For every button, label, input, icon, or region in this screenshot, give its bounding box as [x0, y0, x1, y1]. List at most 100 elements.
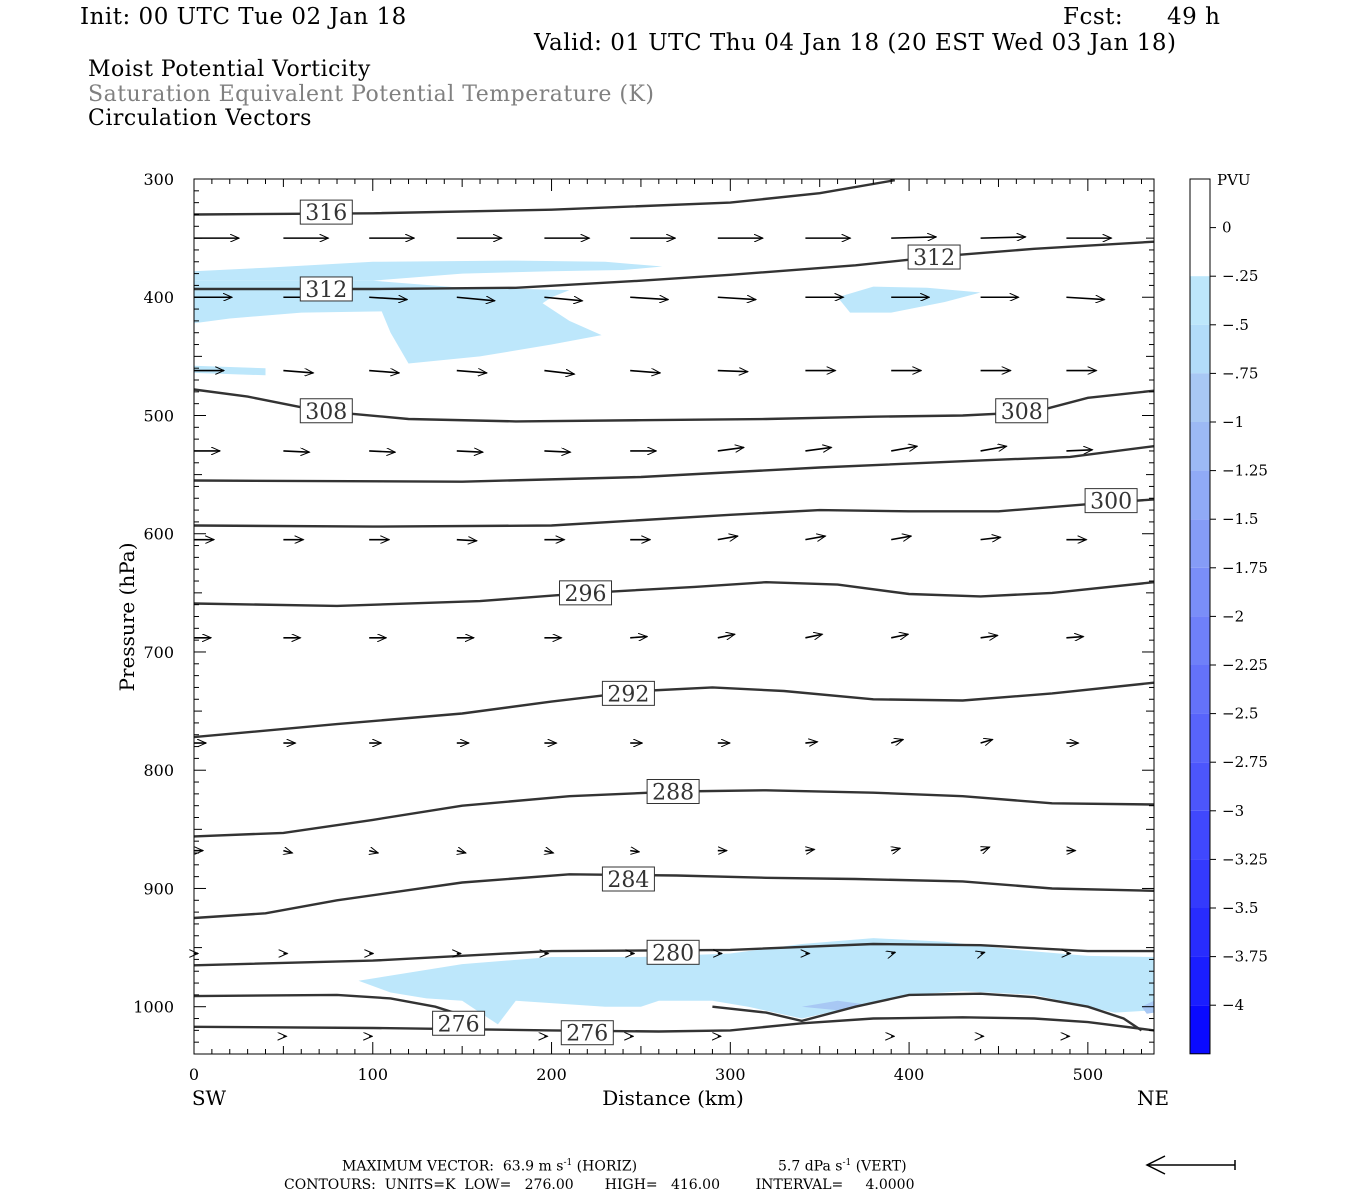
vector-3-6 — [717, 447, 744, 451]
colorbar-swatch-5 — [1190, 422, 1210, 471]
vector-8-8 — [891, 952, 895, 953]
vector-1-3 — [456, 297, 495, 301]
contour-line-292 — [193, 681, 1155, 739]
colorbar-swatch-13 — [1190, 810, 1210, 860]
vector-3-8 — [891, 446, 917, 451]
colorbar-swatch-12 — [1190, 762, 1210, 811]
horiz-value: 63.9 m s — [502, 1158, 564, 1175]
x-tick-label-500: 500 — [1073, 1065, 1104, 1084]
contour-label-box-1 — [907, 244, 961, 270]
colorbar-swatch-10 — [1190, 665, 1210, 714]
contour-label-296: 296 — [565, 582, 607, 607]
colorbar-label-10: −2.5 — [1222, 705, 1258, 723]
vector-8-9 — [981, 952, 985, 953]
vector-3-1 — [283, 451, 309, 452]
mpv-region-5 — [801, 1000, 865, 1011]
colorbar-swatch-6 — [1190, 470, 1210, 520]
colorbar-title: PVU — [1217, 171, 1251, 189]
colorbar-swatch-0 — [1190, 179, 1210, 228]
y-tick-label-400: 400 — [143, 288, 174, 307]
vert-unit: (VERT) — [855, 1158, 907, 1175]
colorbar-label-2: −.5 — [1222, 316, 1249, 334]
vector-5-7 — [805, 634, 822, 638]
contour-label-276: 276 — [566, 1022, 608, 1047]
x-tick-label-0: 0 — [189, 1065, 199, 1084]
axis-tick-labels: 0 100 200 300 400 500 300 400 500 600 700 800 900 100… — [133, 170, 1103, 1084]
mpv-region-1 — [194, 280, 602, 364]
axis-ticks — [193, 178, 1154, 1055]
colorbar-swatch-11 — [1190, 713, 1210, 763]
valid-time: Valid: 01 UTC Thu 04 Jan 18 (20 EST Wed … — [534, 30, 1177, 56]
y-tick-label-500: 500 — [143, 406, 174, 425]
contour-label-box-3 — [1084, 488, 1138, 514]
footer-max-vector: MAXIMUM VECTOR: 63.9 m s-1 (HORIZ) — [342, 1158, 637, 1175]
vector-6-9 — [980, 739, 993, 743]
vector-6-7 — [805, 742, 817, 743]
contour-label-box-0 — [299, 199, 353, 225]
colorbar-label-5: −1.25 — [1222, 462, 1268, 480]
vector-1-10 — [1066, 297, 1104, 299]
colorbar-swatch-3 — [1190, 324, 1210, 374]
colorbar-swatch-8 — [1190, 567, 1210, 617]
vector-2-1 — [283, 371, 313, 373]
title-mpv: Moist Potential Vorticity — [88, 57, 371, 82]
vector-7-8 — [891, 848, 900, 850]
forecast-hour: 49 h — [1167, 4, 1221, 30]
colorbar-swatch-9 — [1190, 616, 1210, 665]
y-tick-label-700: 700 — [143, 643, 174, 662]
vector-0-9 — [980, 237, 1026, 238]
footer-contours: CONTOURS: UNITS=K LOW= 276.00 HIGH= 416.… — [284, 1177, 915, 1193]
colorbar-label-15: −3.75 — [1222, 948, 1268, 966]
vector-7-1 — [283, 851, 292, 853]
horiz-unit: (HORIZ) — [576, 1158, 638, 1175]
vector-2-3 — [456, 371, 487, 373]
colorbar-label-7: −1.75 — [1222, 559, 1268, 577]
colorbar-label-13: −3.25 — [1222, 850, 1268, 868]
max-vector-label: MAXIMUM VECTOR: — [342, 1158, 494, 1175]
contour-line-296 — [193, 580, 1155, 608]
contour-label-box-6 — [646, 779, 700, 804]
contour-label-308: 308 — [1001, 400, 1043, 425]
contour-label-300: 300 — [1090, 490, 1132, 515]
contour-label-288: 288 — [652, 781, 694, 806]
contour-label-box-10 — [299, 276, 353, 302]
x-tick-label-200: 200 — [536, 1065, 567, 1084]
contour-label-box-8 — [646, 939, 700, 965]
footer-vert: 5.7 dPa s-1 (VERT) — [778, 1158, 907, 1175]
vector-5-6 — [717, 634, 735, 638]
forecast-label: Fcst: — [1063, 4, 1124, 30]
vector-2-4 — [544, 371, 574, 375]
vector-1-5 — [630, 297, 668, 299]
contour-label-292: 292 — [607, 682, 649, 707]
vector-3-2 — [369, 451, 395, 452]
vector-5-10 — [1066, 637, 1083, 638]
y-tick-label-600: 600 — [143, 525, 174, 544]
mpv-region-4 — [358, 938, 1154, 1025]
colorbar-label-3: −.75 — [1222, 364, 1258, 382]
y-axis-label: Pressure (hPa) — [115, 543, 139, 692]
sw-label: SW — [192, 1086, 227, 1110]
init-time: Init: 00 UTC Tue 02 Jan 18 — [80, 4, 407, 30]
colorbar-swatch-16 — [1190, 956, 1210, 1006]
contour-label-316: 316 — [305, 201, 347, 226]
y-tick-label-900: 900 — [143, 879, 174, 898]
vector-4-7 — [805, 536, 825, 540]
vector-3-4 — [544, 451, 570, 452]
vector-7-4 — [544, 851, 553, 853]
vector-3-10 — [1066, 450, 1092, 451]
contour-line-unlabeled-12 — [193, 1016, 1155, 1033]
vector-7-9 — [981, 847, 990, 851]
vector-2-2 — [369, 371, 399, 373]
contour-line-300 — [193, 498, 1155, 528]
contour-label-312: 312 — [305, 278, 347, 303]
contour-label-box-9 — [560, 1020, 614, 1046]
contour-label-box-12 — [432, 1010, 486, 1036]
y-tick-label-800: 800 — [143, 761, 174, 780]
contour-line-276 — [712, 992, 1143, 1032]
contour-line-312 — [194, 240, 1155, 291]
contour-label-box-11 — [995, 398, 1049, 424]
contour-label-box-2 — [299, 398, 353, 424]
colorbar-label-1: −.25 — [1222, 267, 1258, 285]
contour-line-unlabeled-3 — [193, 445, 1155, 483]
contour-line-316 — [193, 179, 896, 216]
